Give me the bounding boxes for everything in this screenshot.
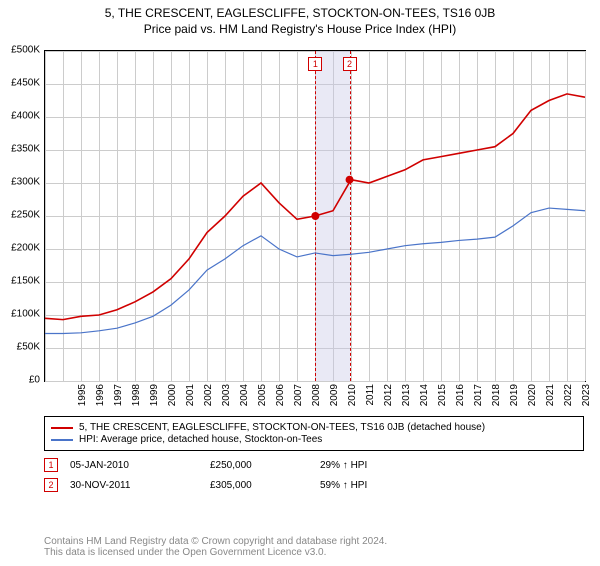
xtick-label: 2022 <box>563 384 574 414</box>
xtick-label: 1997 <box>113 384 124 414</box>
sale-row-marker: 1 <box>44 458 58 472</box>
xtick-label: 2023 <box>581 384 592 414</box>
xtick-label: 2011 <box>365 384 376 414</box>
sale-price: £250,000 <box>210 460 320 471</box>
xtick-label: 2008 <box>311 384 322 414</box>
xtick-label: 2004 <box>239 384 250 414</box>
xtick-label: 2016 <box>455 384 466 414</box>
ytick-label: £300K <box>4 177 40 188</box>
sale-row: 1 05-JAN-2010£250,00029% ↑ HPI <box>44 458 367 472</box>
xtick-label: 2000 <box>167 384 178 414</box>
ytick-label: £150K <box>4 276 40 287</box>
sale-marker-dot <box>311 212 319 220</box>
sale-delta: 59% ↑ HPI <box>320 480 367 491</box>
xtick-label: 1995 <box>77 384 88 414</box>
xtick-label: 2003 <box>221 384 232 414</box>
xtick-label: 2010 <box>347 384 358 414</box>
sale-date: 05-JAN-2010 <box>70 460 210 471</box>
legend-label: HPI: Average price, detached house, Stoc… <box>79 434 322 445</box>
chart-container: 5, THE CRESCENT, EAGLESCLIFFE, STOCKTON-… <box>0 6 600 566</box>
xtick-label: 2021 <box>545 384 556 414</box>
xtick-label: 2020 <box>527 384 538 414</box>
legend-label: 5, THE CRESCENT, EAGLESCLIFFE, STOCKTON-… <box>79 422 485 433</box>
xtick-label: 2002 <box>203 384 214 414</box>
xtick-label: 2015 <box>437 384 448 414</box>
ytick-label: £0 <box>4 375 40 386</box>
footer-line1: Contains HM Land Registry data © Crown c… <box>44 536 387 547</box>
chart-subtitle: Price paid vs. HM Land Registry's House … <box>0 22 600 36</box>
sale-price: £305,000 <box>210 480 320 491</box>
xtick-label: 2018 <box>491 384 502 414</box>
ytick-label: £450K <box>4 78 40 89</box>
ytick-label: £250K <box>4 210 40 221</box>
ytick-label: £400K <box>4 111 40 122</box>
xtick-label: 2005 <box>257 384 268 414</box>
xtick-label: 2019 <box>509 384 520 414</box>
xtick-label: 1998 <box>131 384 142 414</box>
xtick-label: 2006 <box>275 384 286 414</box>
footer-line2: This data is licensed under the Open Gov… <box>44 547 387 558</box>
footer-text: Contains HM Land Registry data © Crown c… <box>44 536 387 558</box>
sale-delta: 29% ↑ HPI <box>320 460 367 471</box>
ytick-label: £350K <box>4 144 40 155</box>
xtick-label: 2014 <box>419 384 430 414</box>
legend-item: HPI: Average price, detached house, Stoc… <box>51 434 577 445</box>
xtick-label: 2009 <box>329 384 340 414</box>
series-line <box>45 94 585 320</box>
ytick-label: £50K <box>4 342 40 353</box>
ytick-label: £100K <box>4 309 40 320</box>
xtick-label: 2012 <box>383 384 394 414</box>
legend-swatch <box>51 439 73 441</box>
xtick-label: 2001 <box>185 384 196 414</box>
chart-area: 12 <box>44 50 586 382</box>
xtick-label: 2007 <box>293 384 304 414</box>
sale-row-marker: 2 <box>44 478 58 492</box>
legend-swatch <box>51 427 73 429</box>
legend-box: 5, THE CRESCENT, EAGLESCLIFFE, STOCKTON-… <box>44 416 584 451</box>
xtick-label: 1999 <box>149 384 160 414</box>
xtick-label: 1996 <box>95 384 106 414</box>
chart-title: 5, THE CRESCENT, EAGLESCLIFFE, STOCKTON-… <box>0 6 600 20</box>
xtick-label: 2013 <box>401 384 412 414</box>
gridline <box>585 51 586 381</box>
series-line <box>45 208 585 333</box>
xtick-label: 2017 <box>473 384 484 414</box>
legend-item: 5, THE CRESCENT, EAGLESCLIFFE, STOCKTON-… <box>51 422 577 433</box>
sale-row: 2 30-NOV-2011£305,00059% ↑ HPI <box>44 478 367 492</box>
sale-date: 30-NOV-2011 <box>70 480 210 491</box>
ytick-label: £200K <box>4 243 40 254</box>
chart-svg <box>45 51 585 381</box>
sale-marker-dot <box>346 176 354 184</box>
ytick-label: £500K <box>4 45 40 56</box>
gridline <box>45 381 585 382</box>
